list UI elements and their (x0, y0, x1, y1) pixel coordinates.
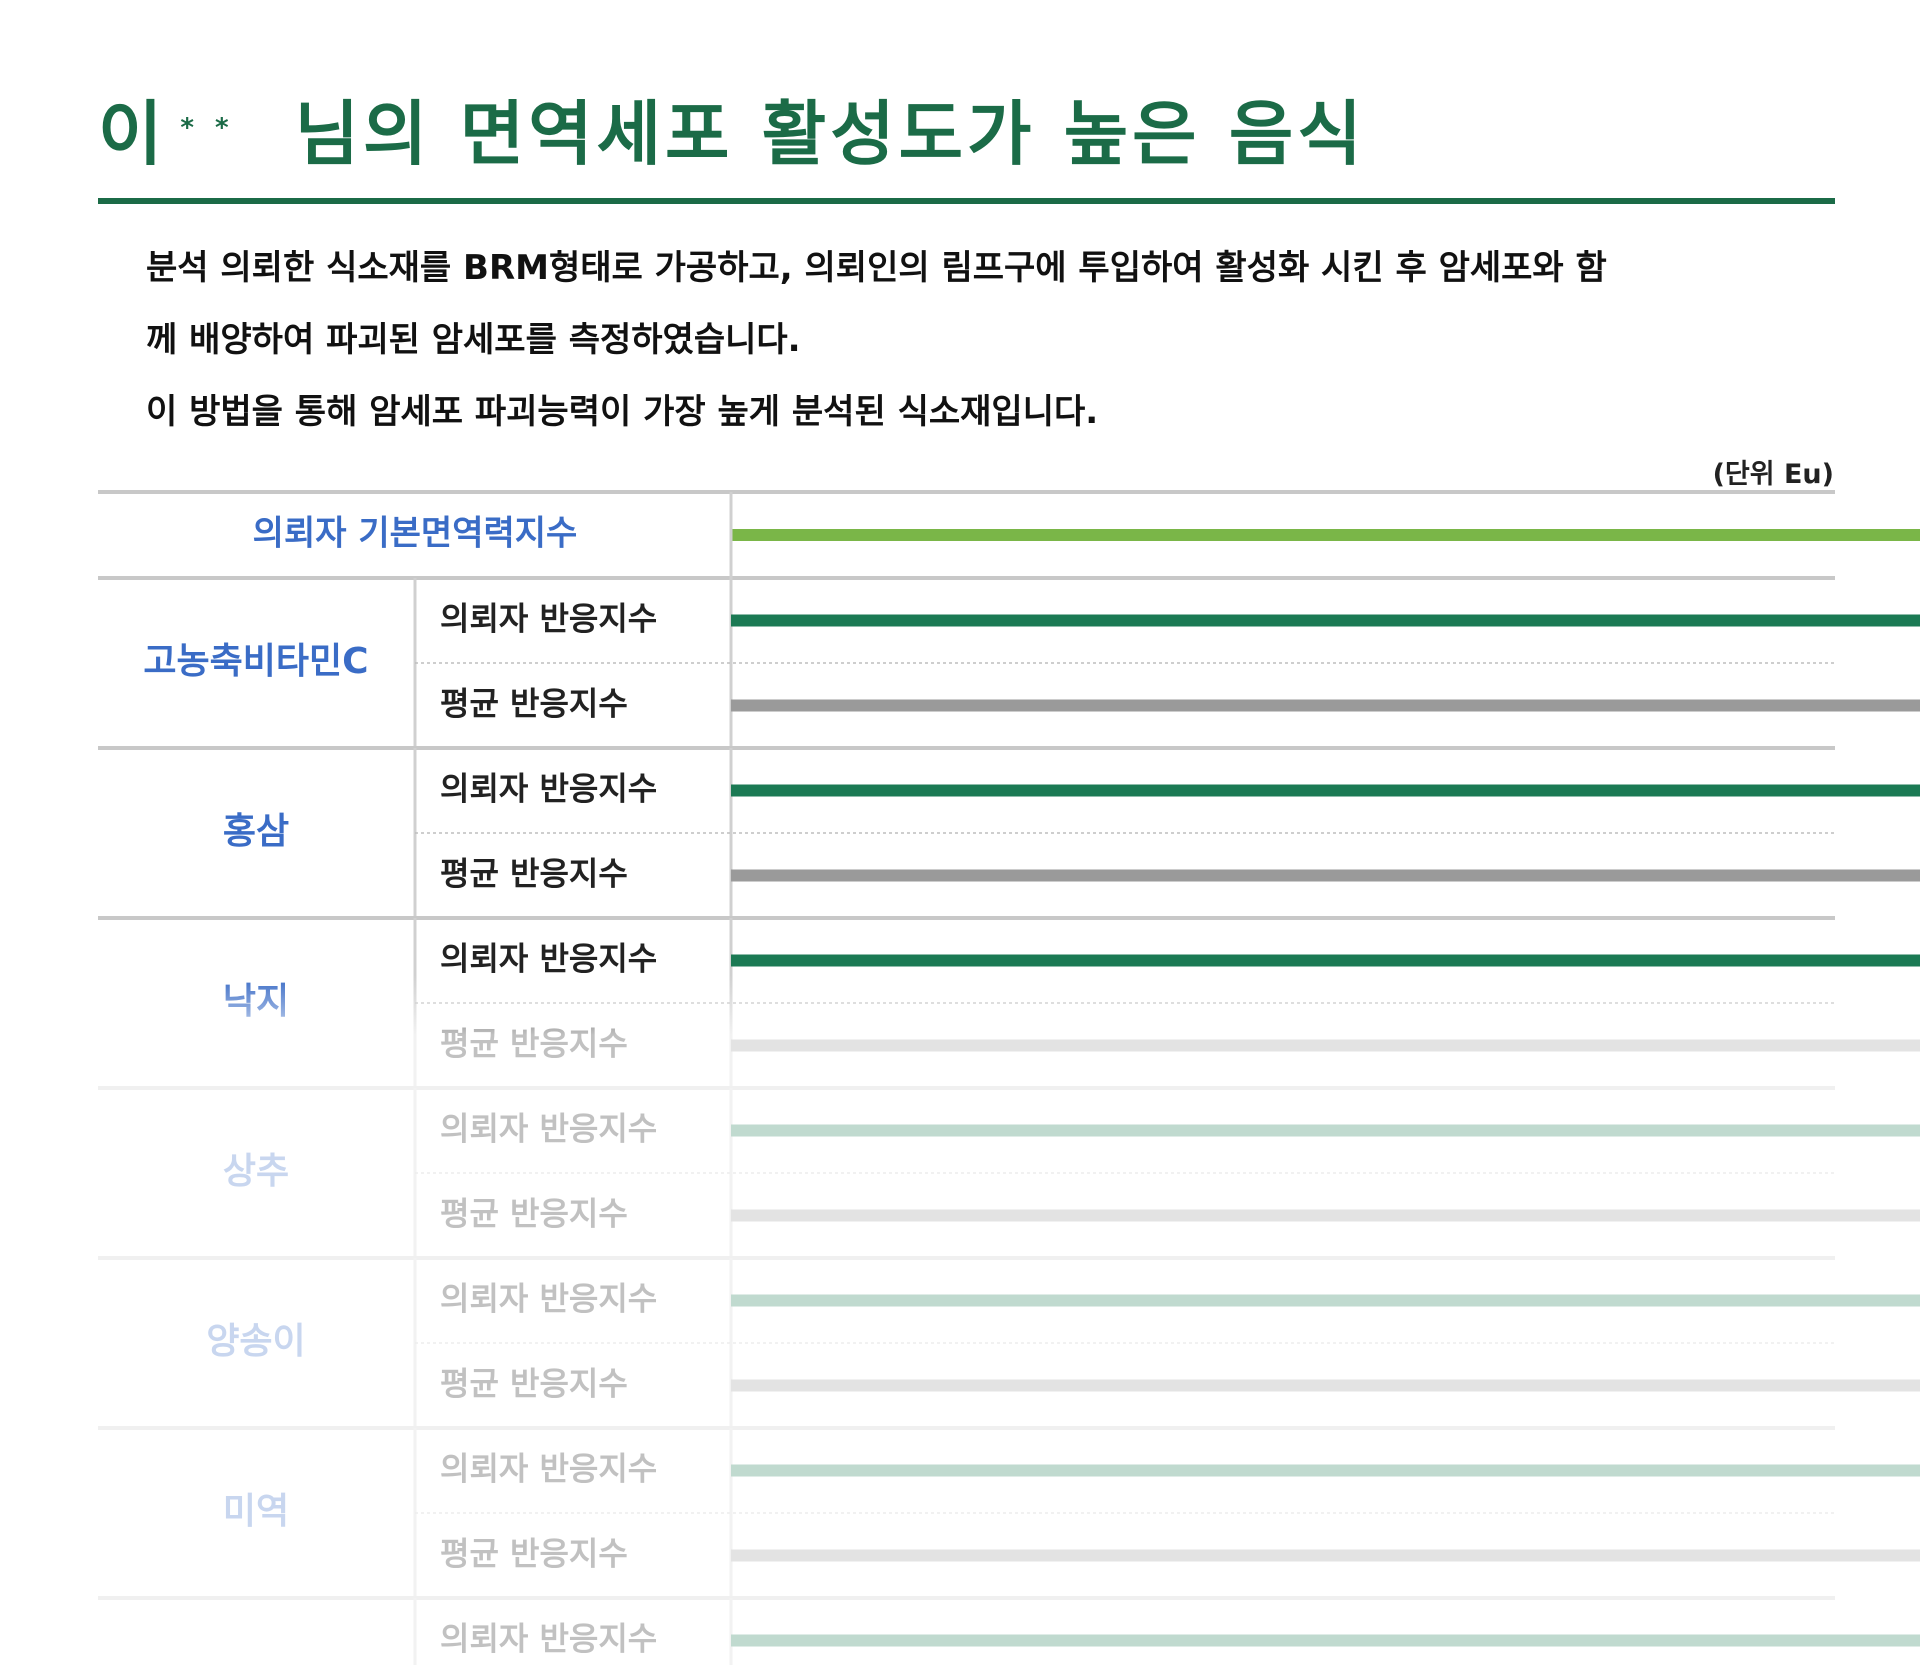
food-name-label: 미역 (223, 1491, 289, 1532)
average-bar (731, 869, 1920, 882)
client-series-label: 의뢰자 반응지수 (440, 600, 657, 638)
average-bar (731, 1209, 1920, 1222)
food-name-label: 홍삼 (223, 811, 289, 852)
average-series-label: 평균 반응지수 (440, 855, 628, 893)
average-bar (731, 1379, 1920, 1392)
client-series-label: 의뢰자 반응지수 (440, 1620, 657, 1658)
description-line: 이 방법을 통해 암세포 파괴능력이 가장 높게 분석된 식소재입니다. (146, 392, 1099, 432)
client-bar (731, 1634, 1920, 1647)
client-bar (731, 1464, 1920, 1477)
food-name-label: 양송이 (206, 1321, 305, 1362)
title-divider (98, 198, 1835, 204)
average-bar (731, 699, 1920, 712)
description: 분석 의뢰한 식소재를 BRM형태로 가공하고, 의뢰인의 림프구에 투입하여 … (146, 232, 1806, 448)
client-bar (731, 614, 1920, 627)
client-series-label: 의뢰자 반응지수 (440, 770, 657, 808)
unit-label: (단위 Eu) (1712, 459, 1834, 490)
title-name: 이 (98, 92, 167, 175)
food-name-label: 낙지 (223, 981, 289, 1022)
average-series-label: 평균 반응지수 (440, 1195, 628, 1233)
client-bar (731, 1124, 1920, 1137)
title-text: 님의 면역세포 활성도가 높은 음식 (294, 92, 1366, 175)
title-masked-name: * * (180, 113, 235, 143)
average-bar (731, 1549, 1920, 1562)
client-series-label: 의뢰자 반응지수 (440, 1450, 657, 1488)
baseline-label: 의뢰자 기본면역력지수 (253, 514, 578, 554)
client-series-label: 의뢰자 반응지수 (440, 1110, 657, 1148)
average-bar (731, 1039, 1920, 1052)
description-line: 께 배양하여 파괴된 암세포를 측정하였습니다. (146, 320, 801, 360)
food-name-label: 고농축비타민C (143, 641, 368, 682)
client-bar (731, 1294, 1920, 1307)
client-series-label: 의뢰자 반응지수 (440, 1280, 657, 1318)
client-bar (731, 784, 1920, 797)
average-series-label: 평균 반응지수 (440, 1365, 628, 1403)
average-series-label: 평균 반응지수 (440, 1535, 628, 1573)
average-series-label: 평균 반응지수 (440, 1025, 628, 1063)
food-name-label: 상추 (223, 1151, 289, 1192)
baseline-bar (731, 529, 1920, 541)
client-series-label: 의뢰자 반응지수 (440, 940, 657, 978)
page-title: 이 * * 님의 면역세포 활성도가 높은 음식 (98, 78, 1366, 178)
average-series-label: 평균 반응지수 (440, 685, 628, 723)
description-line: 분석 의뢰한 식소재를 BRM형태로 가공하고, 의뢰인의 림프구에 투입하여 … (146, 248, 1607, 288)
client-bar (731, 954, 1920, 967)
